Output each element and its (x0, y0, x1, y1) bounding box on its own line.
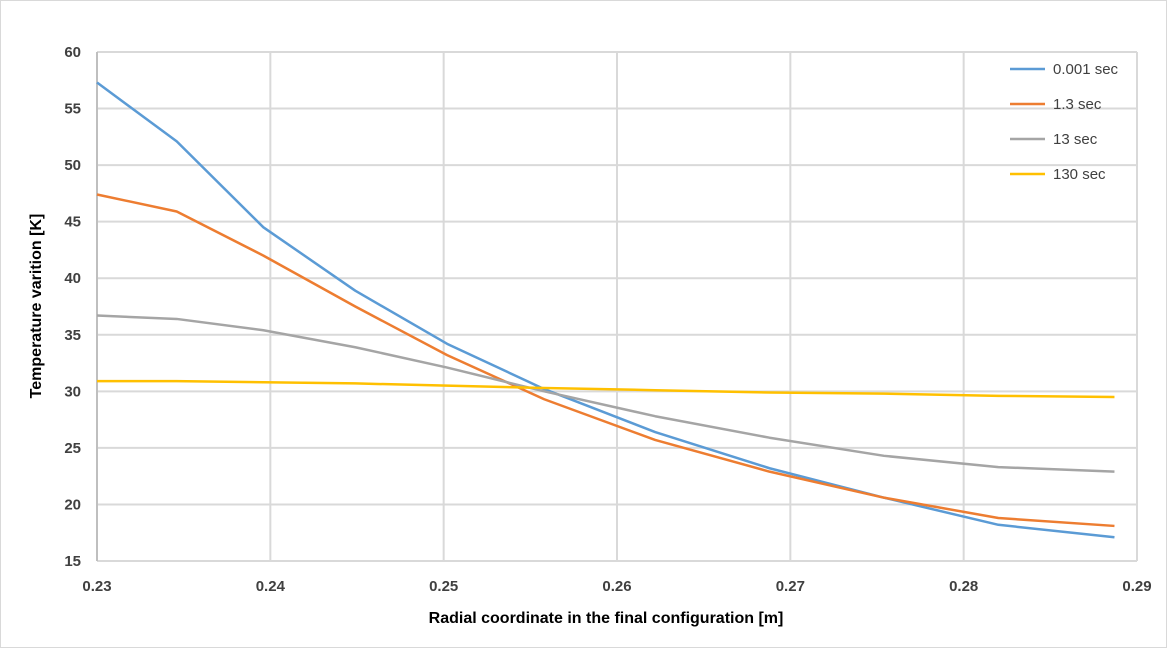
x-tick-label: 0.27 (776, 578, 805, 595)
y-axis-title: Temperature varition [K] (28, 214, 45, 399)
x-tick-label: 0.28 (949, 578, 978, 595)
x-axis-ticks: 0.23 0.24 0.25 0.26 0.27 0.28 0.29 (82, 578, 1151, 595)
series-line-2 (96, 314, 1115, 473)
y-tick-label: 55 (64, 101, 81, 118)
y-tick-label: 60 (64, 44, 81, 61)
series-line-1 (96, 193, 1115, 528)
x-tick-label: 0.25 (429, 578, 458, 595)
legend-label: 1.3 sec (1053, 96, 1102, 113)
series-lines (96, 81, 1115, 539)
x-tick-label: 0.24 (256, 578, 286, 595)
legend: 0.001 sec 1.3 sec 13 sec 130 sec (1010, 61, 1119, 183)
y-tick-label: 15 (64, 553, 81, 570)
y-tick-label: 40 (64, 270, 81, 287)
y-tick-label: 50 (64, 157, 81, 174)
x-tick-label: 0.26 (602, 578, 631, 595)
y-tick-label: 25 (64, 440, 81, 457)
legend-label: 13 sec (1053, 131, 1098, 148)
y-tick-label: 30 (64, 383, 81, 400)
y-tick-label: 45 (64, 214, 81, 231)
y-axis-ticks: 15 20 25 30 35 40 45 50 55 60 (64, 44, 81, 570)
x-axis-title: Radial coordinate in the final configura… (429, 610, 784, 627)
legend-label: 0.001 sec (1053, 61, 1119, 78)
x-tick-label: 0.29 (1122, 578, 1151, 595)
y-tick-label: 20 (64, 496, 81, 513)
y-tick-label: 35 (64, 327, 81, 344)
grid (96, 51, 1138, 562)
series-line-3 (97, 379, 1115, 399)
legend-label: 130 sec (1053, 166, 1106, 183)
x-tick-label: 0.23 (82, 578, 111, 595)
series-line-0 (96, 81, 1115, 539)
